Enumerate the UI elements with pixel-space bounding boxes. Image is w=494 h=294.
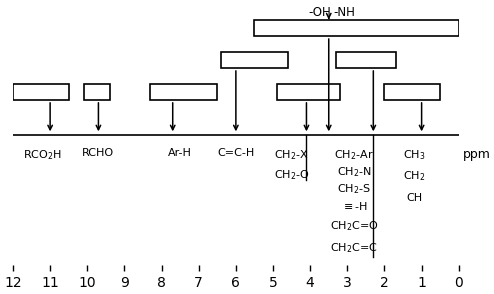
Bar <box>221 52 288 68</box>
Bar <box>13 84 69 100</box>
Text: CH$_2$-S: CH$_2$-S <box>337 183 371 196</box>
Text: $\equiv$-H: $\equiv$-H <box>340 200 368 212</box>
Text: C=C-H: C=C-H <box>217 148 254 158</box>
Text: CH$_2$-Ar: CH$_2$-Ar <box>334 148 374 162</box>
Text: -OH: -OH <box>308 6 331 19</box>
Text: -NH: -NH <box>333 6 355 19</box>
Bar <box>83 84 110 100</box>
Text: ppm: ppm <box>462 148 491 161</box>
Text: RCHO: RCHO <box>82 148 115 158</box>
Text: CH$_3$: CH$_3$ <box>403 148 425 162</box>
Text: CH$_2$C=O: CH$_2$C=O <box>329 219 378 233</box>
Bar <box>336 52 396 68</box>
Text: RCO$_2$H: RCO$_2$H <box>23 148 62 162</box>
Text: Ar-H: Ar-H <box>168 148 192 158</box>
Text: CH$_2$-N: CH$_2$-N <box>336 165 371 179</box>
Text: CH$_2$-O: CH$_2$-O <box>274 168 309 182</box>
Bar <box>254 20 459 36</box>
Text: CH$_2$C=C: CH$_2$C=C <box>330 241 378 255</box>
Bar <box>151 84 217 100</box>
Text: CH$_2$: CH$_2$ <box>403 170 425 183</box>
Text: CH: CH <box>406 193 422 203</box>
Text: CH$_2$-X: CH$_2$-X <box>274 148 309 162</box>
Bar <box>384 84 440 100</box>
Bar <box>277 84 340 100</box>
